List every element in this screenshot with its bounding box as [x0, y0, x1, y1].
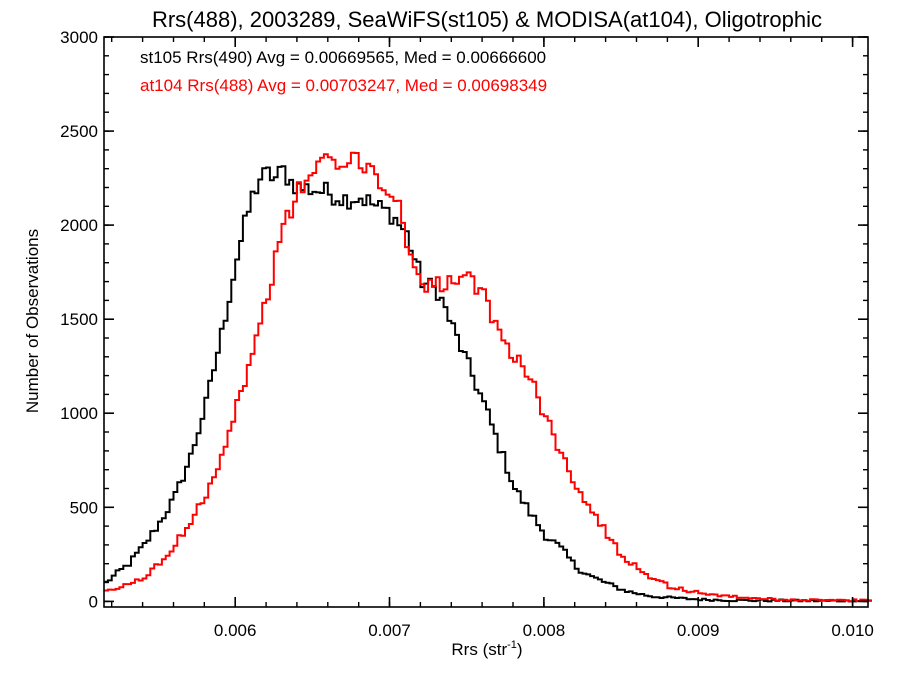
y-tick-label: 1000 [60, 404, 98, 423]
y-tick-label: 3000 [60, 28, 98, 47]
at104-stats-label: at104 Rrs(488) Avg = 0.00703247, Med = 0… [140, 76, 547, 95]
series-st105-line [104, 165, 872, 603]
x-axis: 0.006 0.007 0.008 0.009 0.010 [110, 37, 874, 640]
y-axis: 0 500 1000 1500 2000 2500 3000 [60, 28, 868, 611]
series-at104-line [104, 151, 872, 603]
x-tick-label: 0.008 [523, 621, 566, 640]
x-axis-label-superscript: -1 [507, 639, 517, 651]
x-tick-label: 0.009 [677, 621, 720, 640]
x-tick-label: 0.006 [214, 621, 257, 640]
y-tick-label: 2000 [60, 216, 98, 235]
y-tick-label: 1500 [60, 310, 98, 329]
x-axis-label-close: ) [517, 640, 523, 659]
chart-title: Rrs(488), 2003289, SeaWiFS(st105) & MODI… [152, 7, 822, 32]
st105-stats-label: st105 Rrs(490) Avg = 0.00669565, Med = 0… [140, 48, 546, 67]
x-axis-label-main: Rrs (str [451, 640, 507, 659]
y-axis-label: Number of Observations [23, 229, 42, 413]
y-tick-label: 500 [70, 498, 98, 517]
plot-frame [103, 36, 869, 608]
plot-lines [104, 151, 872, 603]
x-tick-label: 0.007 [368, 621, 411, 640]
x-axis-label: Rrs (str-1) [451, 639, 522, 659]
y-tick-label: 2500 [60, 122, 98, 141]
x-tick-label: 0.010 [831, 621, 874, 640]
y-tick-label: 0 [89, 592, 98, 611]
